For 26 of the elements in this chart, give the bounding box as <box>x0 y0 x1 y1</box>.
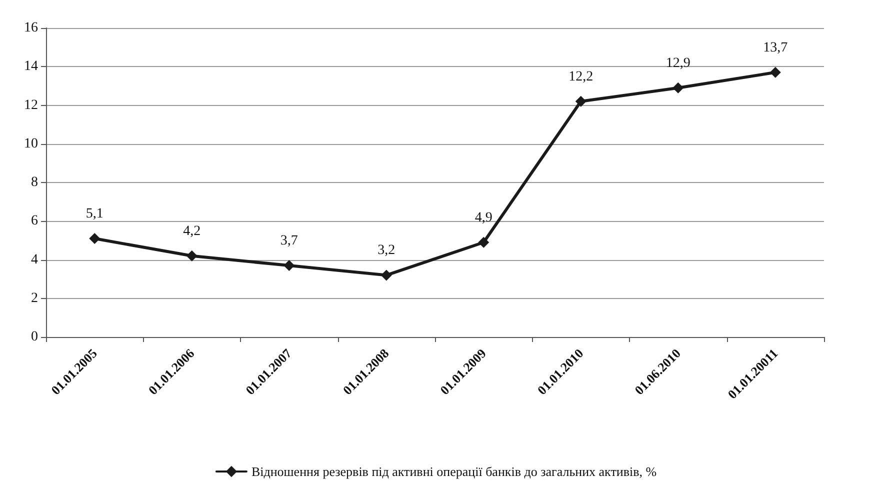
data-label: 12,2 <box>568 69 594 84</box>
data-label: 12,9 <box>666 56 690 71</box>
data-label: 3,7 <box>280 234 298 249</box>
y-tick-label: 14 <box>24 59 38 74</box>
y-tick-label: 6 <box>31 214 38 229</box>
y-tick-label: 2 <box>31 290 38 306</box>
data-label: 5,1 <box>86 206 104 222</box>
y-tick-label: 0 <box>31 330 38 344</box>
y-tick-label: 10 <box>24 136 38 152</box>
point <box>284 260 295 272</box>
y-tick-label: 8 <box>31 175 38 190</box>
data-label: 3,2 <box>378 243 396 258</box>
point <box>89 233 100 244</box>
data-label: 4,9 <box>474 210 492 226</box>
point <box>478 236 490 248</box>
y-tick-label: 16 <box>24 20 38 36</box>
data-label: 13,7 <box>763 40 788 56</box>
legend-label: Відношення резервів під активні операції банків до загальних активів, % <box>251 464 657 479</box>
point <box>672 82 684 94</box>
point <box>380 270 392 281</box>
y-tick-label: 4 <box>31 252 38 268</box>
y-tick-label: 12 <box>24 98 38 113</box>
point <box>575 96 586 107</box>
data-label: 4,2 <box>183 224 201 239</box>
point <box>186 250 198 262</box>
point <box>770 66 781 78</box>
